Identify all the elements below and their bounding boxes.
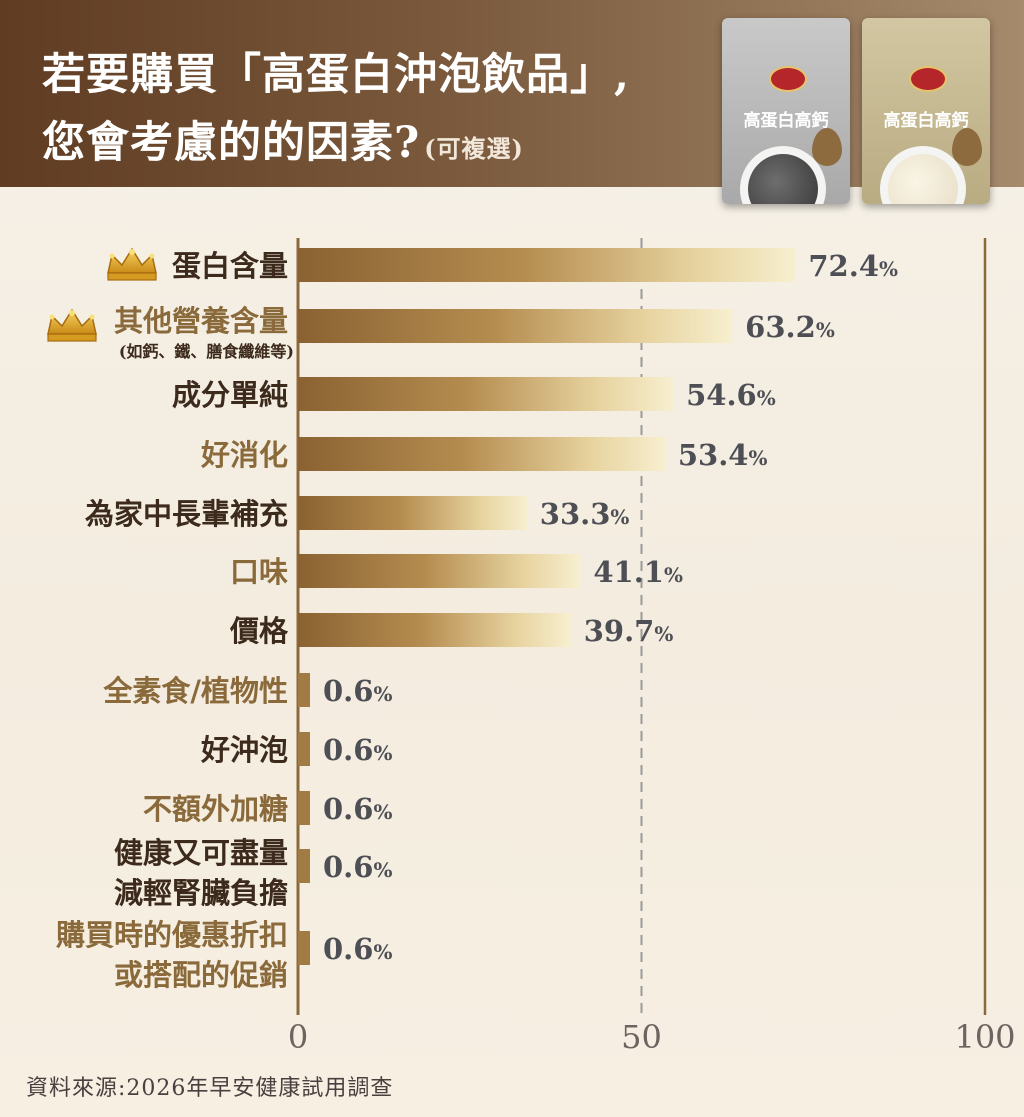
category-label: 口味	[230, 555, 288, 589]
x-tick-label: 50	[621, 1018, 662, 1056]
value-label: 0.6%	[323, 674, 392, 708]
x-tick-label: 100	[954, 1018, 1015, 1056]
bowl-icon	[880, 146, 966, 204]
crown-icon	[107, 247, 157, 281]
bar	[298, 931, 310, 965]
product-pack-black-sesame: 高蛋白高鈣	[722, 18, 850, 204]
value-label: 0.6%	[323, 733, 392, 767]
category-label: 蛋白含量	[172, 249, 288, 283]
value-label: 0.6%	[323, 792, 392, 826]
bars-layer	[298, 248, 796, 965]
bar	[298, 673, 310, 707]
bar	[298, 791, 310, 825]
value-label: 33.3%	[540, 497, 630, 531]
subtitle: (可複選)	[424, 134, 524, 163]
value-label: 53.4%	[678, 438, 768, 472]
bar	[298, 849, 310, 883]
category-label: 價格	[229, 614, 289, 648]
drop-icon	[812, 128, 842, 166]
bar	[298, 613, 571, 647]
brand-logo	[769, 66, 807, 92]
category-label: 健康又可盡量	[114, 836, 288, 870]
value-label: 39.7%	[584, 614, 674, 648]
bar	[298, 496, 527, 530]
bar	[298, 554, 581, 588]
x-tick-label: 0	[288, 1018, 308, 1056]
value-label: 72.4%	[808, 249, 898, 283]
value-label: 41.1%	[593, 555, 683, 589]
value-label: 54.6%	[686, 378, 776, 412]
category-label: 為家中長輩補充	[85, 497, 288, 531]
product-pack-almond: 高蛋白高鈣	[862, 18, 990, 204]
category-label: 或搭配的促銷	[114, 958, 288, 992]
product-name-1: 高蛋白高鈣	[743, 111, 829, 131]
bar	[298, 309, 733, 343]
crown-icon	[47, 308, 97, 342]
bar	[298, 732, 310, 766]
category-label: 不額外加糖	[143, 792, 288, 826]
drop-icon	[952, 128, 982, 166]
value-label: 0.6%	[323, 850, 392, 884]
value-label: 0.6%	[323, 932, 392, 966]
category-note: (如鈣、鐵、膳食纖維等)	[119, 342, 294, 361]
category-label: 全素食/植物性	[102, 674, 288, 708]
category-label: 減輕腎臟負擔	[114, 876, 288, 910]
header-banner: 若要購買「高蛋白沖泡飲品」, 您會考慮的的因素? (可複選) 高蛋白高鈣 高蛋白高…	[0, 0, 1024, 204]
bar	[298, 248, 796, 282]
category-label: 其他營養含量	[114, 304, 288, 338]
product-name-2: 高蛋白高鈣	[883, 111, 969, 131]
bar	[298, 377, 674, 411]
axis-layer: 0 50 100	[288, 238, 1016, 1056]
brand-logo	[909, 66, 947, 92]
category-label: 成分單純	[172, 378, 288, 412]
value-label: 63.2%	[745, 310, 835, 344]
title-line-2: 您會考慮的的因素? (可複選)	[42, 108, 524, 170]
title-line-2-text: 您會考慮的的因素?	[42, 118, 421, 168]
category-label: 好消化	[200, 438, 288, 472]
category-label: 購買時的優惠折扣	[56, 918, 288, 952]
category-label: 好沖泡	[200, 733, 288, 767]
title-line-1: 若要購買「高蛋白沖泡飲品」,	[42, 50, 630, 100]
source-note: 資料來源:2026年早安健康試用調查	[26, 1076, 394, 1101]
bar	[298, 437, 665, 471]
